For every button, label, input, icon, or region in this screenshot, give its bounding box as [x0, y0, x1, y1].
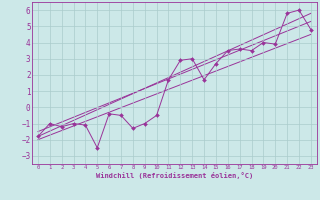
X-axis label: Windchill (Refroidissement éolien,°C): Windchill (Refroidissement éolien,°C): [96, 172, 253, 179]
